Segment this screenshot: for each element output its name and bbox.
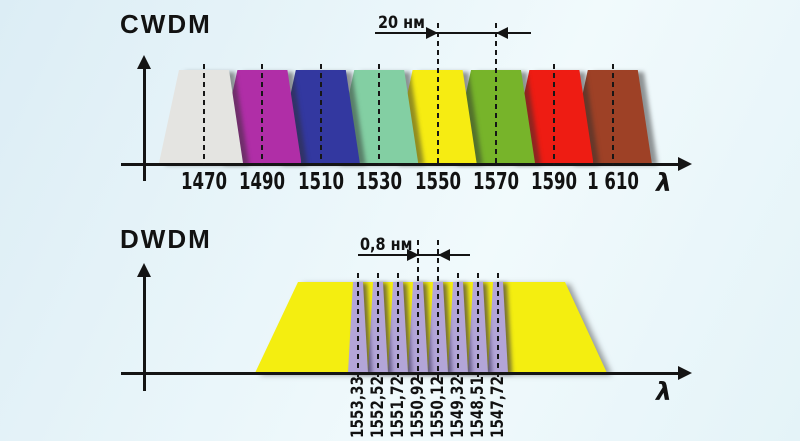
cwdm-channel-label: 1470: [180, 169, 228, 195]
cwdm-channel-label: 1590: [531, 169, 578, 195]
cwdm-spacing-arrow-right-icon: [426, 27, 438, 39]
dwdm-x-axis-arrowhead-icon: [678, 366, 692, 380]
dwdm-channel-center-dash: [437, 240, 439, 380]
cwdm-spacing-arrow-left-icon: [496, 27, 508, 39]
cwdm-channel-center-dash: [203, 64, 205, 165]
cwdm-channel-label: 1490: [239, 169, 286, 195]
cwdm-spacing-label: 20 нм: [378, 13, 425, 33]
cwdm-channel-shadow: [159, 70, 243, 163]
dwdm-channel-label: 1549,32: [448, 376, 468, 438]
cwdm-y-axis: [143, 67, 146, 181]
dwdm-channel-center-dash: [357, 273, 359, 380]
cwdm-channel-label: 1 610: [586, 169, 639, 195]
dwdm-lambda-label: λ: [656, 377, 672, 406]
cwdm-channel-center-dash: [437, 23, 439, 165]
dwdm-title: DWDM: [120, 224, 212, 254]
dwdm-channel-center-dash: [457, 273, 459, 380]
cwdm-x-axis-arrowhead-icon: [678, 157, 692, 171]
dwdm-y-axis-arrowhead-icon: [137, 263, 151, 277]
dwdm-channel-label: 1551,72: [388, 376, 408, 438]
dwdm-channel-center-dash: [397, 273, 399, 380]
cwdm-channel-center-dash: [495, 23, 497, 165]
cwdm-lambda-label: λ: [656, 168, 672, 197]
dwdm-channel-label: 1550,12: [428, 376, 448, 438]
cwdm-title: CWDM: [120, 9, 212, 39]
cwdm-channel-center-dash: [378, 64, 380, 165]
cwdm-channel-center-dash: [261, 64, 263, 165]
dwdm-channel-label: 1550,92: [408, 376, 428, 438]
cwdm-channel-label: 1510: [297, 169, 344, 195]
dwdm-channel-center-dash: [377, 273, 379, 380]
cwdm-x-axis: [121, 163, 680, 166]
dwdm-channel-center-dash: [477, 273, 479, 380]
dwdm-channel-label: 1552,52: [368, 376, 388, 438]
dwdm-channel-center-dash: [417, 240, 419, 380]
cwdm-channel-label: 1570: [472, 169, 520, 195]
cwdm-y-axis-arrowhead-icon: [137, 55, 151, 69]
cwdm-channel-label: 1530: [356, 169, 403, 195]
dwdm-channel-label: 1553,33: [348, 376, 368, 438]
dwdm-spacing-label: 0,8 нм: [360, 235, 413, 255]
cwdm-channel-center-dash: [320, 64, 322, 165]
dwdm-channel-label: 1547,72: [488, 376, 508, 438]
dwdm-channel-label: 1548,51: [468, 376, 488, 438]
dwdm-channel-center-dash: [497, 273, 499, 380]
dwdm-x-axis: [121, 372, 680, 375]
cwdm-spacing-annotation-line: [375, 32, 531, 34]
dwdm-spacing-arrow-right-icon: [407, 249, 419, 261]
dwdm-spacing-arrow-left-icon: [438, 249, 450, 261]
cwdm-channel-center-dash: [553, 64, 555, 165]
cwdm-channel-label: 1550: [414, 169, 461, 195]
cwdm-channel: [159, 70, 243, 163]
cwdm-channel-center-dash: [612, 64, 614, 165]
dwdm-y-axis: [143, 275, 146, 391]
